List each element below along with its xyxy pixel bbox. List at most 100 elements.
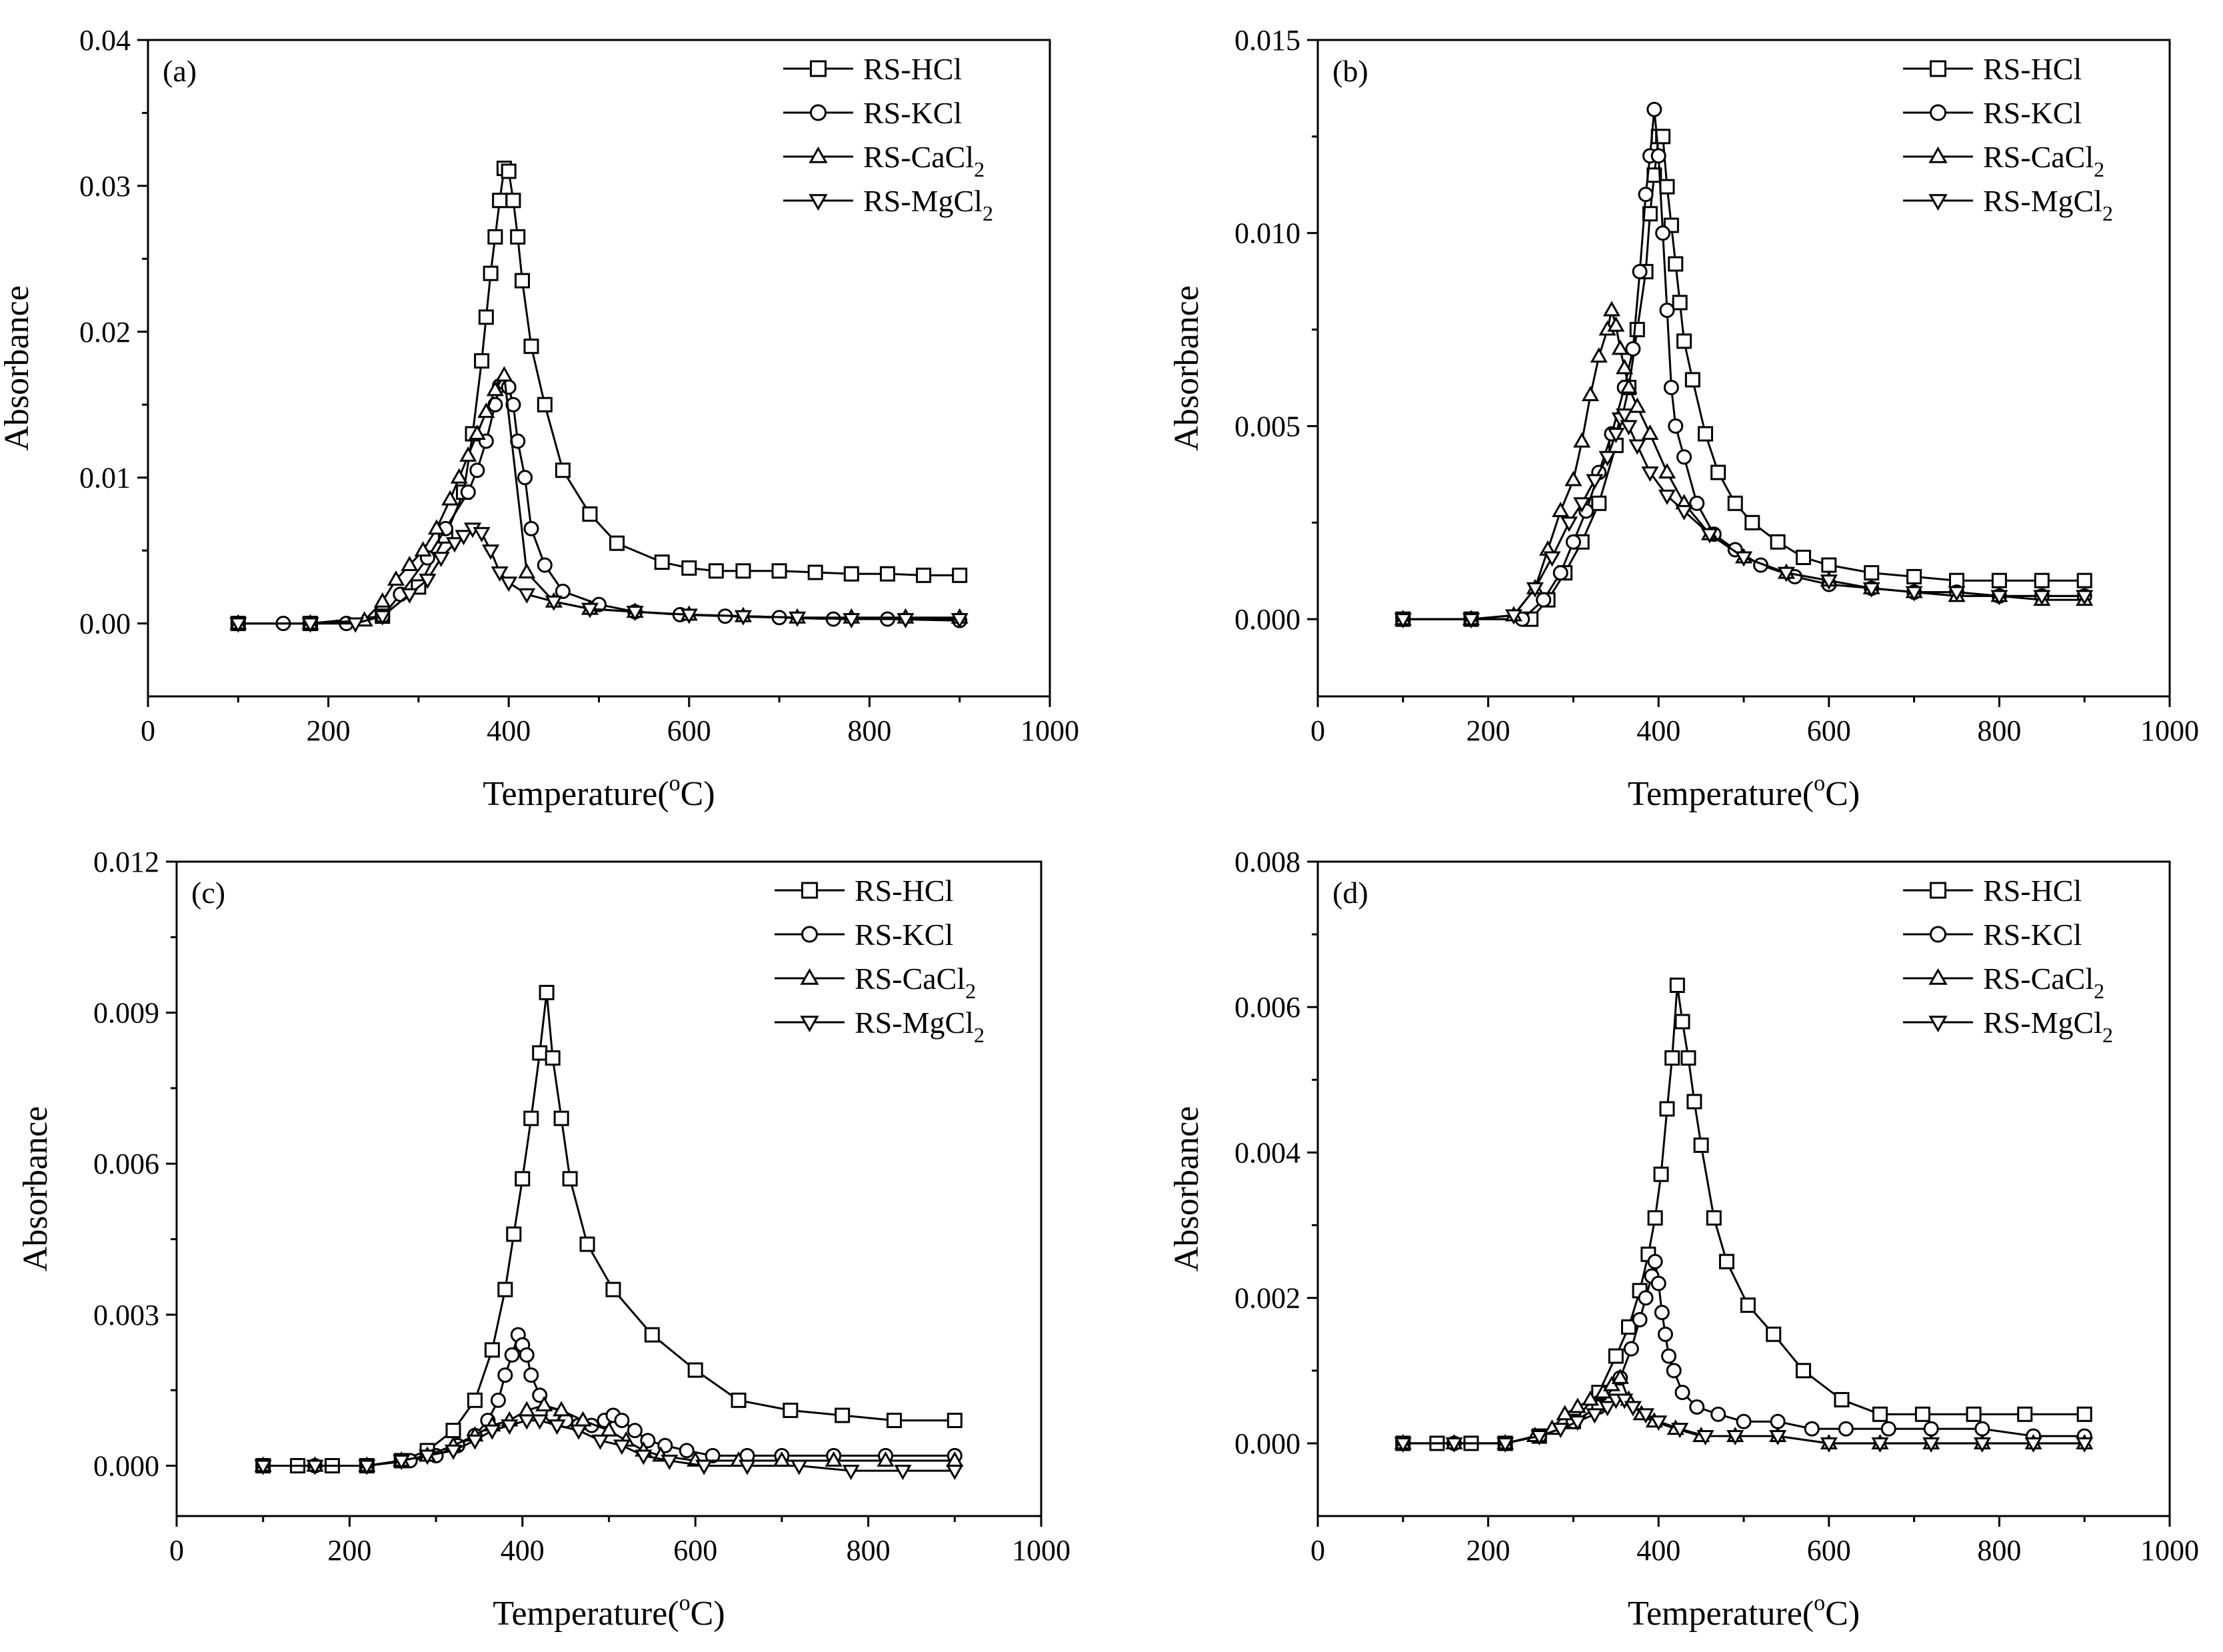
legend-marker [1930,882,1946,899]
data-point [1628,439,1646,455]
data-point [1616,359,1634,375]
data-point [1966,1406,1982,1422]
data-point [1706,1210,1722,1226]
data-point [562,1171,578,1187]
series-line [1402,135,2085,620]
legend-label: RS-HCl [1983,874,2082,908]
data-point [1700,528,1718,544]
data-point [1564,470,1582,486]
y-axis-title: Absorbance [0,285,36,450]
data-point [1744,514,1760,530]
data-point [731,1392,747,1408]
data-point [455,530,473,546]
data-point [2076,590,2094,606]
data-point [1906,568,1922,584]
panel-label: (c) [191,876,225,910]
data-point [419,1449,437,1465]
data-point [519,1347,535,1363]
data-point [1697,426,1713,442]
legend-marker [1928,194,1948,211]
data-point [609,535,625,551]
data-point [1586,1408,1604,1424]
data-point [1560,516,1578,532]
legend-marker [1928,968,1948,985]
data-point [1586,474,1604,490]
legend-entry: RS-HCl [1903,52,2082,86]
y-tick-label: 0.005 [1234,410,1300,442]
data-point [1650,1415,1668,1431]
data-point [1598,450,1616,466]
data-point [401,555,419,571]
data-point [879,566,895,582]
data-point [735,563,751,579]
data-point [1991,572,2007,588]
x-tick-label: 400 [1636,1534,1680,1567]
data-point [1620,1319,1636,1335]
data-point [1536,592,1552,608]
legend-label: RS-MgCl2 [863,184,993,225]
data-point [605,1281,621,1297]
data-point [1872,1406,1888,1422]
data-point [487,229,503,245]
data-point [2076,1406,2092,1422]
legend-label: RS-HCl [855,874,953,908]
data-point [306,1459,324,1475]
y-tick-label: 0.006 [1234,991,1300,1024]
x-axis-title: Temperature(oC) [1628,771,1860,813]
x-tick-label: 800 [1977,714,2021,747]
data-point [1659,179,1675,195]
data-point [1646,101,1662,117]
data-point [1684,372,1700,388]
legend-label: RS-HCl [1983,52,2082,86]
legend-label: RS-MgCl2 [1983,184,2113,225]
data-point [771,563,787,579]
data-point [1598,1401,1616,1417]
data-point [1602,301,1620,317]
data-point [1710,1406,1726,1422]
data-point [504,1347,520,1363]
series-line [1402,310,2085,620]
data-point [1661,1348,1677,1364]
data-point [1607,428,1625,444]
data-point [1820,574,1838,590]
series-line [238,167,960,625]
series-rs-kcl [1395,101,2092,627]
data-point [843,612,861,629]
series-rs-hcl [230,161,968,632]
data-point [1668,256,1684,272]
legend-entry: RS-MgCl2 [1903,184,2113,225]
x-axis-title: Temperature(oC) [483,771,715,813]
data-point [581,602,599,618]
data-point [460,484,476,500]
y-tick-label: 0.010 [1234,217,1300,250]
data-point [946,1465,964,1481]
legend-label: RS-KCl [855,918,953,952]
legend-label: RS-KCl [863,96,962,130]
data-point [1623,1341,1639,1357]
data-point [506,1226,522,1242]
data-point [681,560,697,576]
data-point [474,353,490,369]
data-point [1672,295,1688,311]
series-line [263,1331,955,1467]
data-point [1594,1383,1612,1399]
x-tick-label: 600 [667,714,711,747]
series-rs-mgcl2 [1394,1393,2094,1453]
data-point [537,397,553,413]
data-point [1616,1393,1634,1409]
y-axis-title: Absorbance [17,1106,55,1271]
legend-label: RS-CaCl2 [855,962,976,1003]
data-point [783,1402,799,1418]
data-point [473,526,491,542]
data-point [579,1236,595,1252]
data-point [1974,1421,1990,1437]
data-point [1674,1385,1690,1401]
data-point [1914,1406,1930,1422]
data-point [626,606,644,622]
data-point [705,1447,721,1463]
legend-label: RS-MgCl2 [855,1006,985,1047]
data-point [1676,333,1692,349]
data-point [539,984,555,1000]
data-point [459,446,477,462]
series-rs-cacl2 [229,366,969,630]
